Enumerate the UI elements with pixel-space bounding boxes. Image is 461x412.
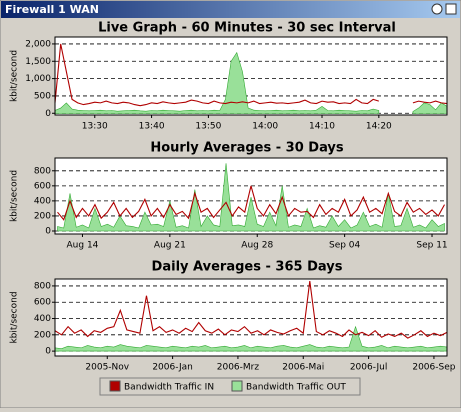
window-title: Firewall 1 WAN: [5, 3, 99, 16]
y-tick-label: 600: [34, 298, 51, 308]
x-tick-label: 14:00: [252, 122, 278, 132]
y-axis-label: kbit/second: [10, 170, 20, 222]
chart-title: Live Graph - 60 Minutes - 30 sec Interva…: [98, 21, 396, 36]
y-tick-label: 0: [45, 226, 51, 236]
x-tick-label: 2005-Nov: [85, 363, 129, 373]
chart-title: Daily Averages - 365 Days: [152, 260, 343, 275]
x-tick-label: 2006-Sep: [412, 363, 455, 373]
y-axis-label: kbit/second: [10, 291, 20, 343]
x-tick-label: 2006-Jan: [152, 363, 193, 373]
legend-swatch: [231, 380, 243, 392]
y-tick-label: 1,500: [25, 57, 51, 67]
y-tick-label: 800: [34, 166, 51, 176]
title-bar: [1, 1, 460, 18]
x-tick-label: 2006-Mai: [282, 363, 324, 373]
x-tick-label: Sep 11: [416, 241, 447, 251]
legend-swatch: [109, 380, 121, 392]
plot-border: [54, 36, 448, 116]
legend: [99, 377, 361, 396]
y-tick-label: 200: [34, 211, 51, 221]
plot-area: [55, 279, 447, 356]
y-tick-label: 500: [34, 91, 51, 101]
x-tick-label: Sep 04: [329, 241, 361, 251]
x-tick-label: 13:30: [82, 122, 108, 132]
x-tick-label: 2006-Jul: [350, 363, 388, 373]
y-tick-label: 0: [45, 347, 51, 357]
close-button[interactable]: [445, 3, 457, 15]
x-tick-label: 14:10: [309, 122, 335, 132]
chart-title: Hourly Averages - 30 Days: [150, 141, 344, 156]
y-tick-label: 400: [34, 314, 51, 324]
y-tick-label: 600: [34, 181, 51, 191]
y-axis-label: kbit/second: [10, 50, 20, 102]
legend-label: Bandwidth Traffic IN: [124, 383, 214, 393]
y-tick-label: 200: [34, 330, 51, 340]
x-tick-label: Aug 14: [67, 241, 99, 251]
area-series: [54, 325, 448, 352]
plot-border: [54, 157, 448, 235]
y-tick-label: 400: [34, 196, 51, 206]
plot-border: [54, 278, 448, 357]
y-tick-label: 0: [45, 109, 51, 119]
y-tick-label: 2,000: [25, 39, 51, 49]
line-series: [54, 280, 448, 339]
area-series: [57, 163, 445, 232]
x-tick-label: 13:50: [195, 122, 221, 132]
x-tick-label: Aug 28: [241, 241, 273, 251]
settings-button[interactable]: [431, 3, 443, 15]
y-tick-label: 800: [34, 281, 51, 291]
x-tick-label: 13:40: [139, 122, 165, 132]
legend-label: Bandwidth Traffic OUT: [246, 383, 346, 393]
x-tick-label: 14:20: [366, 122, 392, 132]
y-tick-label: 1,000: [25, 74, 51, 84]
line-series: [57, 185, 445, 221]
line-series: [54, 43, 448, 107]
x-tick-label: 2006-Mrz: [217, 363, 260, 373]
x-tick-label: Aug 21: [154, 241, 186, 251]
